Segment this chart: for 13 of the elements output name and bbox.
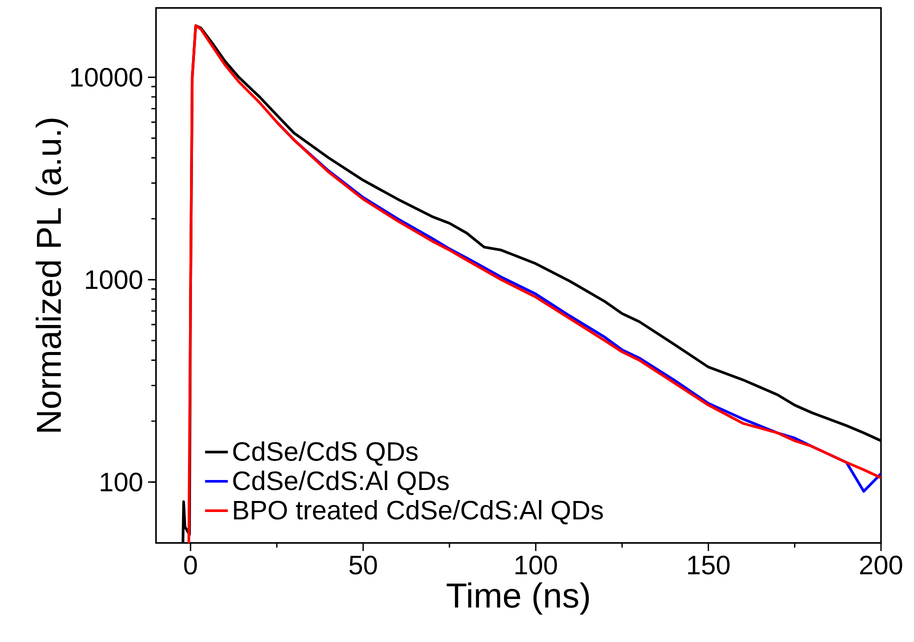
- x-tick-label: 150: [688, 556, 730, 575]
- legend-label: CdSe/CdS:Al QDs: [233, 470, 449, 496]
- legend-label: BPO treated CdSe/CdS:Al QDs: [234, 500, 603, 524]
- y-tick-label: 10000: [71, 68, 142, 87]
- x-tick-label: 100: [516, 556, 557, 575]
- y-tick-label: 1000: [86, 270, 142, 290]
- x-tick-label: 200: [860, 556, 902, 575]
- y-tick-label: 100: [100, 472, 142, 492]
- legend-label: CdSe/CdS QDs: [233, 441, 418, 466]
- x-tick-label: 50: [349, 556, 377, 575]
- y-axis-title: Normalized PL (a.u.): [36, 118, 68, 432]
- x-tick-label: 0: [184, 556, 197, 575]
- x-axis-title: Time (ns): [446, 582, 589, 615]
